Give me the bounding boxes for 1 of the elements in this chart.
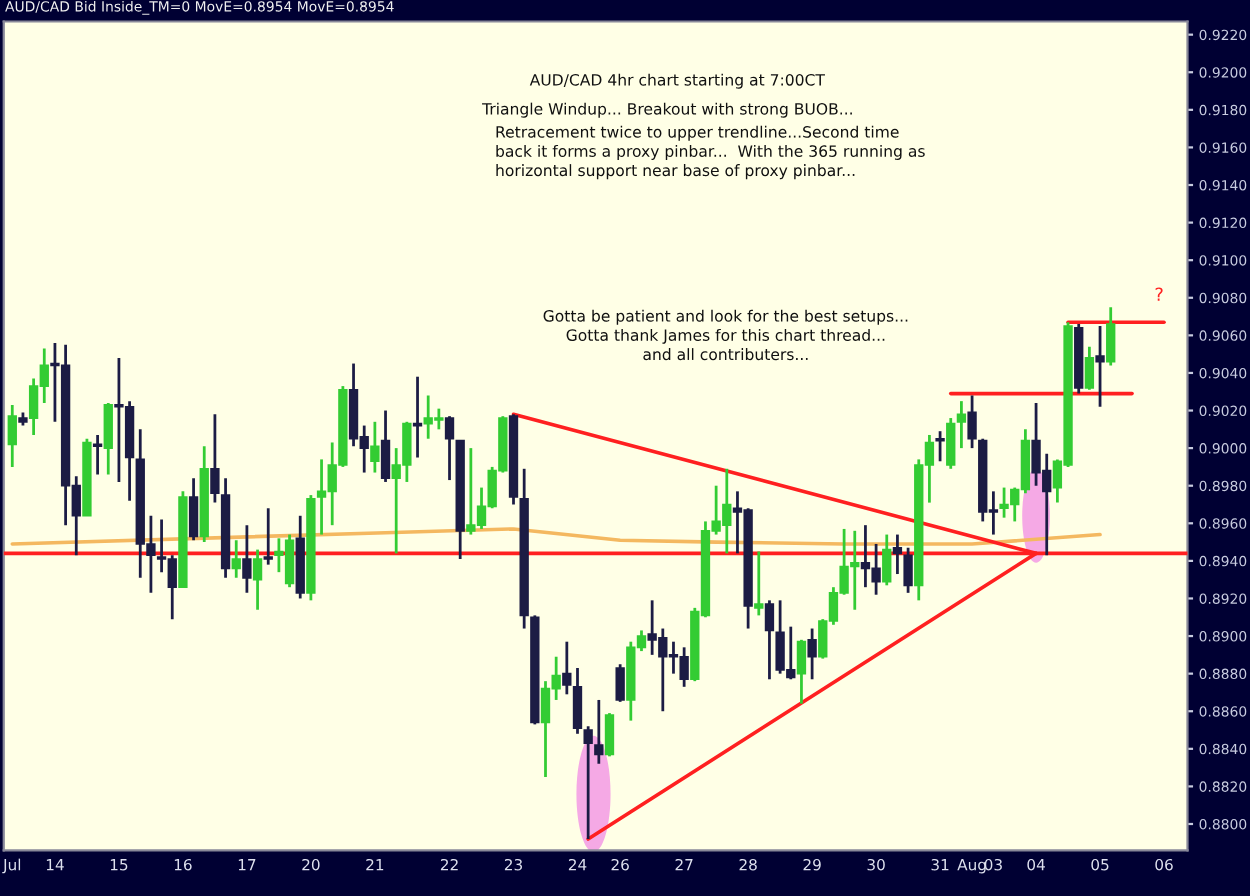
annotation: ? bbox=[1155, 287, 1163, 301]
